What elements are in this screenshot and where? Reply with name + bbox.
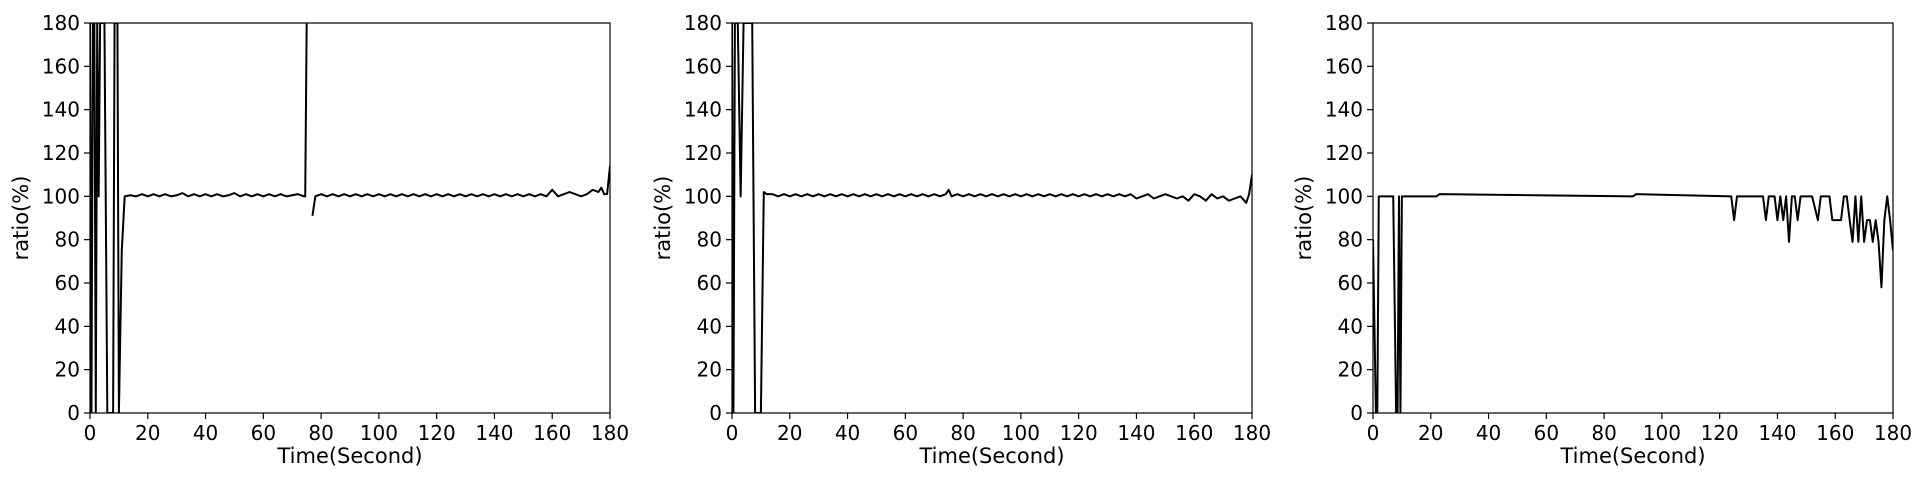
series-line xyxy=(732,23,1252,413)
y-tick-label: 0 xyxy=(1350,401,1363,425)
x-axis-label: Time(Second) xyxy=(1559,444,1705,468)
y-tick-label: 100 xyxy=(684,184,722,208)
y-tick-label: 140 xyxy=(684,98,722,122)
x-tick-label: 60 xyxy=(251,421,276,445)
x-tick-label: 60 xyxy=(893,421,918,445)
x-tick-label: 120 xyxy=(418,421,456,445)
y-tick-label: 80 xyxy=(55,228,80,252)
y-tick-label: 140 xyxy=(42,98,80,122)
series-line xyxy=(90,23,610,413)
x-tick-label: 100 xyxy=(1643,421,1681,445)
y-tick-label: 60 xyxy=(697,271,722,295)
y-tick-label: 120 xyxy=(684,141,722,165)
y-tick-label: 60 xyxy=(55,271,80,295)
x-tick-label: 160 xyxy=(1816,421,1854,445)
y-axis-label: ratio(%) xyxy=(9,176,33,261)
y-tick-label: 20 xyxy=(1338,358,1363,382)
x-tick-label: 80 xyxy=(1591,421,1616,445)
x-tick-label: 180 xyxy=(1233,421,1271,445)
x-tick-label: 160 xyxy=(533,421,571,445)
x-tick-label: 0 xyxy=(726,421,739,445)
y-tick-label: 100 xyxy=(1325,184,1363,208)
plot-frame xyxy=(1372,22,1894,414)
y-tick-label: 0 xyxy=(709,401,722,425)
x-tick-label: 40 xyxy=(193,421,218,445)
x-tick-label: 60 xyxy=(1534,421,1559,445)
x-tick-label: 80 xyxy=(308,421,333,445)
x-tick-label: 120 xyxy=(1701,421,1739,445)
y-tick-label: 0 xyxy=(67,401,80,425)
x-tick-label: 40 xyxy=(835,421,860,445)
y-tick-label: 40 xyxy=(55,314,80,338)
y-tick-label: 20 xyxy=(697,358,722,382)
x-tick-label: 180 xyxy=(1874,421,1912,445)
y-axis-label: ratio(%) xyxy=(1292,176,1316,261)
plot-frame xyxy=(731,22,1253,414)
y-tick-label: 20 xyxy=(55,358,80,382)
y-tick-label: 180 xyxy=(42,11,80,35)
x-tick-label: 20 xyxy=(1418,421,1443,445)
y-tick-label: 180 xyxy=(1325,11,1363,35)
x-tick-label: 0 xyxy=(84,421,97,445)
x-tick-label: 140 xyxy=(475,421,513,445)
x-tick-label: 20 xyxy=(777,421,802,445)
y-tick-label: 40 xyxy=(1338,314,1363,338)
x-axis-label: Time(Second) xyxy=(918,444,1064,468)
x-axis-label: Time(Second) xyxy=(276,444,422,468)
x-tick-label: 100 xyxy=(360,421,398,445)
y-axis-label: ratio(%) xyxy=(651,176,675,261)
y-tick-label: 160 xyxy=(42,54,80,78)
x-tick-label: 140 xyxy=(1117,421,1155,445)
y-tick-label: 100 xyxy=(42,184,80,208)
y-tick-label: 80 xyxy=(697,228,722,252)
y-tick-label: 120 xyxy=(1325,141,1363,165)
chart-panel-3: 0 20 40 60 80 100 120 140 160 180 0 20 40 60 80 100 120 1… xyxy=(1292,11,1912,468)
chart-panel-1: 0 20 40 60 80 100 120 140 160 180 0 20 40 60 80 100 120 1… xyxy=(9,11,629,468)
y-tick-label: 160 xyxy=(684,54,722,78)
plot-frame xyxy=(89,22,611,414)
y-tick-label: 180 xyxy=(684,11,722,35)
x-tick-label: 100 xyxy=(1002,421,1040,445)
x-tick-label: 0 xyxy=(1367,421,1380,445)
y-tick-label: 40 xyxy=(697,314,722,338)
x-tick-label: 180 xyxy=(591,421,629,445)
x-tick-label: 140 xyxy=(1758,421,1796,445)
x-tick-label: 20 xyxy=(135,421,160,445)
y-tick-label: 160 xyxy=(1325,54,1363,78)
y-tick-label: 120 xyxy=(42,141,80,165)
y-tick-label: 140 xyxy=(1325,98,1363,122)
x-tick-label: 80 xyxy=(950,421,975,445)
x-tick-label: 40 xyxy=(1476,421,1501,445)
x-tick-label: 120 xyxy=(1060,421,1098,445)
series-line xyxy=(1373,193,1893,413)
chart-panel-2: 0 20 40 60 80 100 120 140 160 180 0 20 40 60 80 100 120 1… xyxy=(651,11,1271,468)
y-tick-label: 80 xyxy=(1338,228,1363,252)
x-tick-label: 160 xyxy=(1175,421,1213,445)
y-tick-label: 60 xyxy=(1338,271,1363,295)
